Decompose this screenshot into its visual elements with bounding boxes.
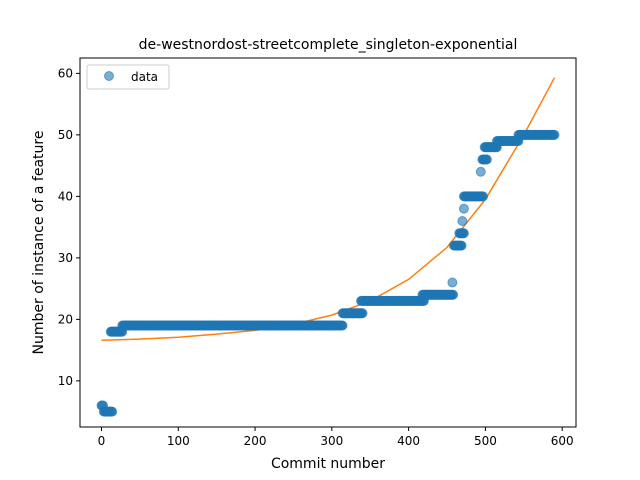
data-point: [549, 129, 560, 140]
y-tick-label: 10: [58, 374, 73, 388]
legend-marker: [104, 71, 114, 81]
x-tick-label: 400: [397, 434, 420, 448]
y-tick-label: 60: [58, 66, 73, 80]
fit-curve-layer: [101, 77, 556, 342]
fit-line: [101, 77, 556, 342]
x-tick-label: 100: [167, 434, 190, 448]
data-points-layer: [96, 129, 560, 417]
chart-title: de-westnordost-streetcomplete_singleton-…: [139, 37, 518, 53]
plot-frame: [79, 57, 577, 428]
x-tick-label: 300: [320, 434, 343, 448]
data-point: [458, 228, 469, 239]
legend: data: [86, 64, 170, 90]
y-tick-label: 40: [58, 189, 73, 203]
data-point: [481, 154, 492, 165]
x-tick-label: 200: [244, 434, 267, 448]
y-tick-label: 50: [58, 128, 73, 142]
data-point: [447, 277, 458, 288]
data-point: [337, 320, 348, 331]
data-point: [475, 166, 486, 177]
data-point: [458, 203, 469, 214]
y-tick-label: 20: [58, 312, 73, 326]
x-tick-label: 600: [551, 434, 574, 448]
x-tick-label: 0: [98, 434, 106, 448]
legend-label: data: [131, 70, 158, 84]
data-point: [456, 240, 467, 251]
data-point: [357, 308, 368, 319]
y-tick-label: 30: [58, 251, 73, 265]
x-tick-label: 500: [474, 434, 497, 448]
y-axis: 10 20 30 40 50 60: [58, 66, 80, 388]
y-axis-label: Number of instance of a feature: [31, 131, 47, 355]
data-point: [448, 289, 459, 300]
data-point: [457, 215, 468, 226]
x-axis: 0 100 200 300 400 500 600: [98, 427, 574, 448]
x-axis-label: Commit number: [271, 456, 385, 472]
data-point: [107, 406, 118, 417]
legend-box: [86, 64, 170, 90]
data-point: [478, 191, 489, 202]
